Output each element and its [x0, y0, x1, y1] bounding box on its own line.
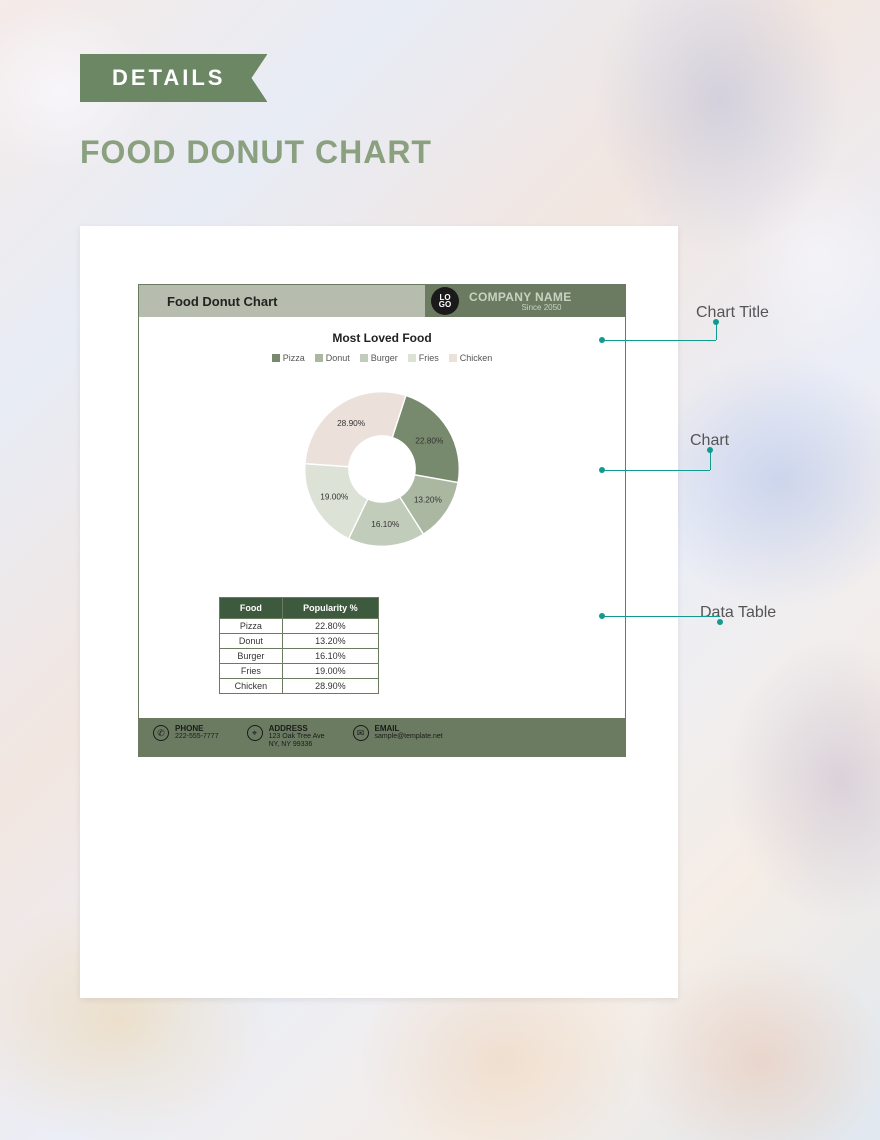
footer-email: ✉ EMAIL sample@template.net — [353, 724, 443, 750]
legend-swatch — [315, 354, 323, 362]
page-title: FOOD DONUT CHART — [80, 134, 432, 171]
phone-label: PHONE — [175, 724, 219, 733]
table-cell: 19.00% — [282, 664, 378, 679]
company-name: COMPANY NAME — [469, 290, 572, 304]
callout-line — [602, 340, 716, 341]
table-header-cell: Popularity % — [282, 598, 378, 619]
callout-line — [602, 616, 720, 617]
callout-dot — [599, 337, 605, 343]
email-label: EMAIL — [375, 724, 443, 733]
slice-label: 13.20% — [414, 495, 443, 504]
table-cell: 28.90% — [282, 679, 378, 694]
table-row: Donut13.20% — [220, 634, 379, 649]
callout-line — [602, 470, 710, 471]
donut-slice — [305, 392, 406, 467]
table-row: Pizza22.80% — [220, 619, 379, 634]
address-line1: 123 Oak Tree Ave — [269, 733, 325, 741]
table-row: Chicken28.90% — [220, 679, 379, 694]
legend-swatch — [449, 354, 457, 362]
callout-label: Chart Title — [696, 304, 769, 322]
table-cell: Chicken — [220, 679, 283, 694]
ribbon-label: DETAILS — [112, 65, 225, 91]
email-icon: ✉ — [353, 725, 369, 741]
callout-dot — [717, 619, 723, 625]
table-cell: Pizza — [220, 619, 283, 634]
doc-header-left: Food Donut Chart — [139, 285, 425, 317]
doc-header-right: LO GO COMPANY NAME Since 2050 — [425, 285, 625, 317]
table-cell: Donut — [220, 634, 283, 649]
callout-dot — [599, 613, 605, 619]
footer-phone: ✆ PHONE 222-555-7777 — [153, 724, 219, 750]
chart-title: Food Donut Chart — [167, 294, 277, 309]
table-cell: 22.80% — [282, 619, 378, 634]
legend-label: Fries — [419, 353, 439, 363]
company-block: COMPANY NAME Since 2050 — [469, 290, 572, 312]
template-paper: Food Donut Chart LO GO COMPANY NAME Sinc… — [80, 226, 678, 998]
chart-subtitle: Most Loved Food — [139, 331, 625, 345]
company-since: Since 2050 — [521, 303, 561, 312]
callout-dot — [713, 319, 719, 325]
table-cell: 13.20% — [282, 634, 378, 649]
legend-item: Donut — [315, 353, 350, 363]
callout-dot — [707, 447, 713, 453]
donut-chart: 22.80% 13.20% 16.10% 19.00% 28.90% — [290, 377, 474, 561]
data-table: FoodPopularity %Pizza22.80%Donut13.20%Bu… — [219, 597, 379, 694]
logo-text: LO GO — [439, 294, 451, 308]
table-cell: Burger — [220, 649, 283, 664]
legend-item: Fries — [408, 353, 439, 363]
chart-legend: Pizza Donut Burger Fries Chicken — [139, 353, 625, 363]
callout-dot — [599, 467, 605, 473]
chart-area: Most Loved Food PizzaDonutBurgerFriesChi… — [139, 317, 625, 718]
doc-footer: ✆ PHONE 222-555-7777 ⌖ ADDRESS 123 Oak T… — [139, 718, 625, 756]
legend-item: Pizza — [272, 353, 305, 363]
slice-label: 28.90% — [337, 419, 366, 428]
legend-item: Burger — [360, 353, 398, 363]
table-header-cell: Food — [220, 598, 283, 619]
address-icon: ⌖ — [247, 725, 263, 741]
table-row: Fries19.00% — [220, 664, 379, 679]
footer-address: ⌖ ADDRESS 123 Oak Tree Ave NY, NY 99336 — [247, 724, 325, 750]
slice-label: 16.10% — [371, 520, 400, 529]
legend-swatch — [272, 354, 280, 362]
legend-swatch — [408, 354, 416, 362]
legend-label: Donut — [326, 353, 350, 363]
logo-badge: LO GO — [431, 287, 459, 315]
slice-label: 22.80% — [415, 436, 444, 445]
doc-header: Food Donut Chart LO GO COMPANY NAME Sinc… — [139, 285, 625, 317]
slice-label: 19.00% — [320, 493, 349, 502]
legend-label: Chicken — [460, 353, 493, 363]
callout-line — [710, 450, 711, 470]
legend-item: Chicken — [449, 353, 493, 363]
address-label: ADDRESS — [269, 724, 325, 733]
table-cell: 16.10% — [282, 649, 378, 664]
table-row: Burger16.10% — [220, 649, 379, 664]
chart-document: Food Donut Chart LO GO COMPANY NAME Sinc… — [138, 284, 626, 757]
details-ribbon: DETAILS — [80, 54, 267, 102]
callout-label: Data Table — [700, 604, 776, 622]
donut-wrap: 22.80% 13.20% 16.10% 19.00% 28.90% — [139, 377, 625, 561]
email-value: sample@template.net — [375, 733, 443, 741]
table-cell: Fries — [220, 664, 283, 679]
address-line2: NY, NY 99336 — [269, 741, 325, 749]
phone-icon: ✆ — [153, 725, 169, 741]
legend-swatch — [360, 354, 368, 362]
legend-label: Burger — [371, 353, 398, 363]
phone-value: 222-555-7777 — [175, 733, 219, 741]
legend-label: Pizza — [283, 353, 305, 363]
